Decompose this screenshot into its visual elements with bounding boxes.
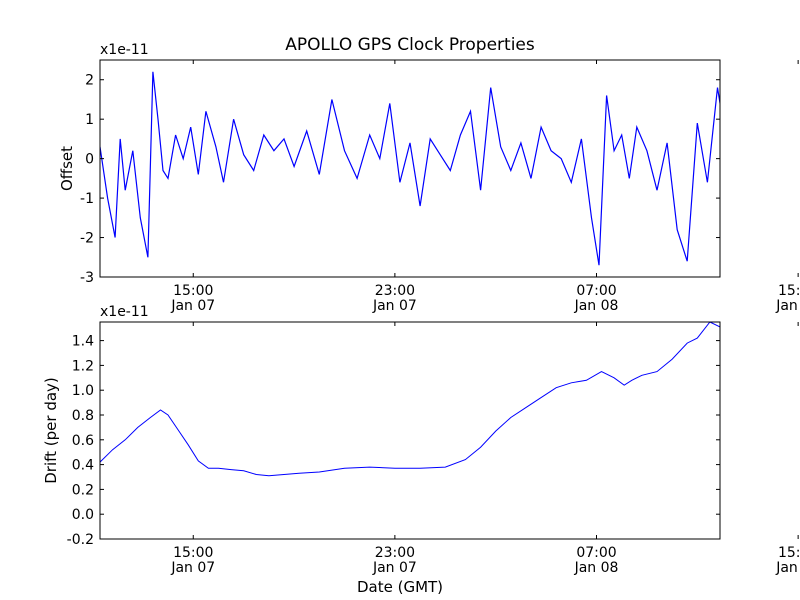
y-multiplier-label: x1e-11 [100,304,149,320]
xtick-label-time: 15:00 [778,545,800,561]
ytick-label: 0.8 [72,408,94,424]
plot-frame [99,59,721,278]
xtick-label-date: Jan 08 [574,560,619,576]
y-axis-label: Drift (per day) [42,377,60,484]
xtick-label-time: 23:00 [375,545,415,561]
ytick-label: -1 [80,191,94,207]
y-multiplier-label: x1e-11 [100,42,149,58]
ytick-label: 0.6 [72,433,94,449]
xtick-label-date: Jan 08 [574,298,619,314]
ytick-label: -0.2 [67,532,94,548]
ytick-label: 1.0 [72,383,94,399]
ytick-label: 0.0 [72,507,94,523]
ytick-label: 0.2 [72,482,94,498]
xtick-label-time: 15:00 [778,283,800,299]
xtick-label-date: Jan 07 [372,560,417,576]
xtick-label-time: 15:00 [173,283,213,299]
ytick-label: 0.4 [72,458,94,474]
xtick-label-time: 15:00 [173,545,213,561]
xtick-label-time: 07:00 [576,283,616,299]
chart-title: APOLLO GPS Clock Properties [285,35,535,55]
plot-frame [99,321,721,540]
ytick-label: 1.2 [72,358,94,374]
y-axis-label: Offset [58,146,76,191]
ytick-label: -2 [80,231,94,247]
xtick-label-time: 23:00 [375,283,415,299]
ytick-label: 1.4 [72,334,94,350]
xtick-label-time: 07:00 [576,545,616,561]
ytick-label: 0 [85,152,94,168]
series-line-1 [100,322,720,477]
xtick-label-date: Jan 07 [170,560,215,576]
xtick-label-date: Jan 08 [775,298,800,314]
xtick-label-date: Jan 08 [775,560,800,576]
xtick-label-date: Jan 07 [372,298,417,314]
series-line-1 [100,71,720,266]
x-axis-label: Date (GMT) [357,578,443,596]
ytick-label: 2 [85,73,94,89]
ytick-label: 1 [85,112,94,128]
xtick-label-date: Jan 07 [170,298,215,314]
ytick-label: -3 [80,270,94,286]
